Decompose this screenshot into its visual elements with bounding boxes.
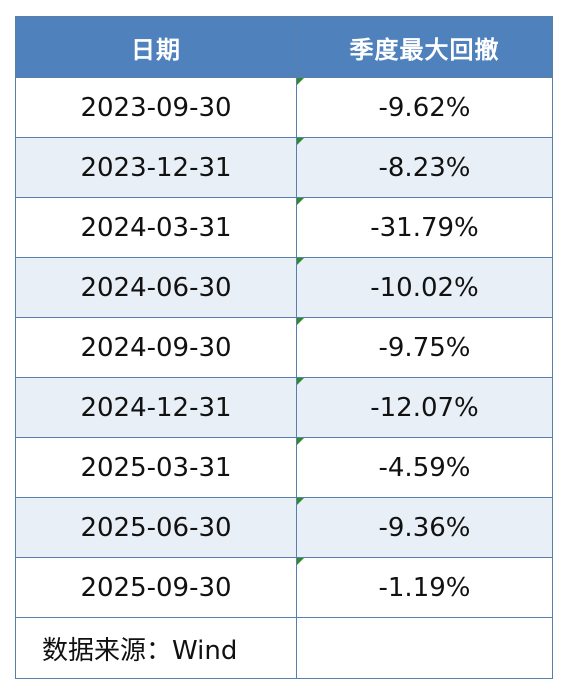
table-row: 2024-03-31 -31.79% bbox=[15, 197, 553, 258]
table-row: 2024-12-31 -12.07% bbox=[15, 377, 553, 438]
drawdown-cell: -9.62% bbox=[296, 77, 553, 138]
drawdown-cell: -4.59% bbox=[296, 437, 553, 498]
drawdown-column-header: 季度最大回撤 bbox=[296, 16, 553, 78]
drawdown-cell: -31.79% bbox=[296, 197, 553, 258]
date-cell: 2024-03-31 bbox=[15, 197, 297, 258]
date-cell: 2025-06-30 bbox=[15, 497, 297, 558]
drawdown-cell: -8.23% bbox=[296, 137, 553, 198]
date-cell: 2025-03-31 bbox=[15, 437, 297, 498]
date-column-header: 日期 bbox=[15, 16, 297, 78]
data-source-label: 数据来源：Wind bbox=[15, 617, 297, 679]
table-row: 2025-06-30 -9.36% bbox=[15, 497, 553, 558]
date-cell: 2023-09-30 bbox=[15, 77, 297, 138]
table-body: 2023-09-30 -9.62% 2023-12-31 -8.23% 2024… bbox=[15, 77, 553, 679]
table-row: 2025-09-30 -1.19% bbox=[15, 557, 553, 618]
date-cell: 2024-06-30 bbox=[15, 257, 297, 318]
table-row: 2024-06-30 -10.02% bbox=[15, 257, 553, 318]
table-row: 2025-03-31 -4.59% bbox=[15, 437, 553, 498]
drawdown-table: 日期 季度最大回撤 2023-09-30 -9.62% 2023-12-31 -… bbox=[15, 16, 553, 679]
table-row: 2023-09-30 -9.62% bbox=[15, 77, 553, 138]
drawdown-cell: -12.07% bbox=[296, 377, 553, 438]
date-cell: 2023-12-31 bbox=[15, 137, 297, 198]
date-cell: 2024-12-31 bbox=[15, 377, 297, 438]
drawdown-cell: -9.36% bbox=[296, 497, 553, 558]
source-row: 数据来源：Wind bbox=[15, 617, 553, 679]
empty-cell bbox=[296, 617, 553, 679]
drawdown-cell: -10.02% bbox=[296, 257, 553, 318]
drawdown-table-container: 日期 季度最大回撤 2023-09-30 -9.62% 2023-12-31 -… bbox=[15, 16, 553, 679]
table-row: 2023-12-31 -8.23% bbox=[15, 137, 553, 198]
table-row: 2024-09-30 -9.75% bbox=[15, 317, 553, 378]
date-cell: 2025-09-30 bbox=[15, 557, 297, 618]
date-cell: 2024-09-30 bbox=[15, 317, 297, 378]
drawdown-cell: -9.75% bbox=[296, 317, 553, 378]
table-header-row: 日期 季度最大回撤 bbox=[15, 16, 553, 78]
drawdown-cell: -1.19% bbox=[296, 557, 553, 618]
